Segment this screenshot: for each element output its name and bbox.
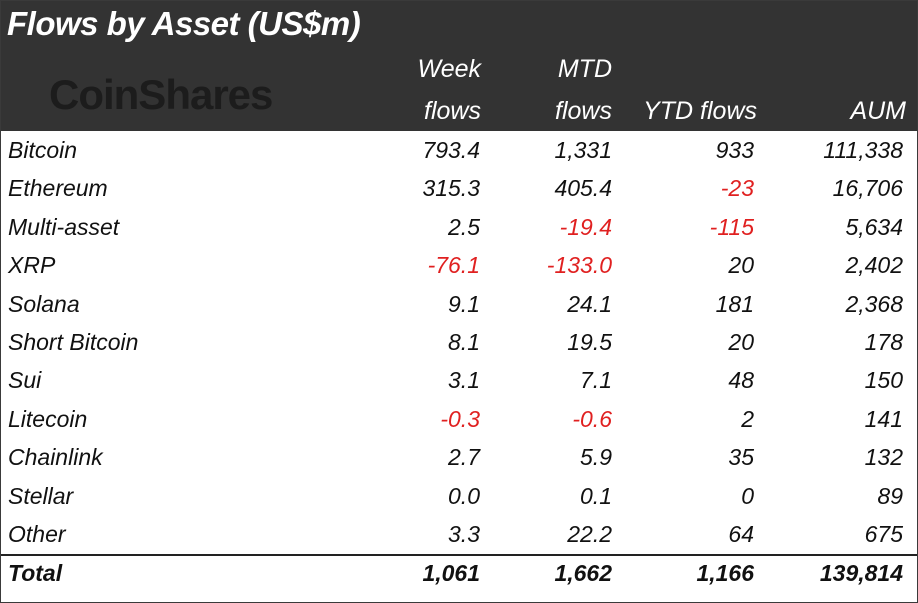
cell-week: 2.5 [448,213,480,240]
cell-week: -0.3 [440,405,480,432]
cell-week: 3.1 [448,367,480,394]
cell-aum: 89 [877,482,903,509]
cell-week: 793.4 [422,137,480,163]
cell-aum: 2,368 [845,290,903,317]
asset-name: Ethereum [8,175,108,202]
col-week-line2: flows [424,97,481,125]
cell-week: 0.0 [448,482,480,509]
cell-ytd: 48 [728,367,754,394]
logo-area: CoinShares [3,51,395,131]
cell-mtd: 7.1 [580,367,612,394]
table-row: Sui 3.1 7.1 48 150 [1,361,917,399]
table-row: Chainlink 2.7 5.9 35 132 [1,438,917,476]
cell-aum: 2,402 [845,252,903,279]
cell-ytd: -115 [709,213,754,240]
table-row: Solana 9.1 24.1 181 2,368 [1,285,917,323]
asset-name: Multi-asset [8,213,120,240]
cell-aum: 178 [864,329,903,355]
cell-ytd: 20 [728,329,754,355]
total-divider [1,554,917,556]
cell-mtd: 1,662 [554,560,612,586]
table-row: XRP -76.1 -133.0 20 2,402 [1,246,917,284]
cell-week: 315.3 [422,175,480,202]
cell-ytd: 0 [741,482,754,509]
table-row: Multi-asset 2.5 -19.4 -115 5,634 [1,208,917,246]
cell-mtd: 19.5 [567,329,612,355]
cell-mtd: 5.9 [580,444,612,471]
cell-week: 8.1 [448,329,480,355]
table-row: Ethereum 315.3 405.4 -23 16,706 [1,169,917,207]
asset-name: Total [8,560,63,586]
cell-mtd: -0.6 [572,405,612,432]
cell-aum: 16,706 [832,175,903,202]
cell-ytd: 35 [728,444,754,471]
asset-name: Bitcoin [8,137,78,163]
cell-aum: 132 [864,444,903,471]
cell-mtd: -19.4 [559,213,612,240]
cell-aum: 139,814 [819,560,903,586]
cell-aum: 5,634 [845,213,903,240]
asset-name: Solana [8,290,80,317]
asset-name: Sui [8,367,42,394]
cell-week: 9.1 [448,290,480,317]
asset-name: Chainlink [8,444,103,471]
cell-ytd: 1,166 [696,560,754,586]
cell-mtd: 24.1 [567,290,612,317]
cell-mtd: -133.0 [546,252,612,279]
table-row: Bitcoin 793.4 1,331 933 111,338 [1,131,917,169]
col-mtd-line2: flows [555,97,612,125]
cell-week: -76.1 [427,252,480,279]
cell-mtd: 22.2 [567,521,612,547]
table-row: Short Bitcoin 8.1 19.5 20 178 [1,323,917,361]
cell-ytd: -23 [720,175,754,202]
cell-aum: 150 [864,367,903,394]
total-row: Total 1,061 1,662 1,166 139,814 [1,554,917,592]
cell-aum: 675 [864,521,903,547]
col-aum: AUM [850,97,906,125]
cell-week: 2.7 [448,444,480,471]
table-row: Other 3.3 22.2 64 675 [1,515,917,553]
table-row: Litecoin -0.3 -0.6 2 141 [1,400,917,438]
coinshares-logo: CoinShares [49,71,273,118]
cell-aum: 141 [864,405,903,432]
asset-name: Short Bitcoin [8,329,139,355]
asset-name: XRP [8,252,56,279]
cell-ytd: 64 [728,521,754,547]
cell-week: 3.3 [448,521,480,547]
cell-ytd: 2 [741,405,754,432]
cell-aum: 111,338 [823,137,903,163]
table-row: Stellar 0.0 0.1 0 89 [1,477,917,515]
cell-mtd: 1,331 [554,137,612,163]
cell-mtd: 0.1 [580,482,612,509]
cell-ytd: 20 [728,252,754,279]
asset-name: Stellar [8,482,74,509]
table-title: Flows by Asset (US$m) [7,5,361,42]
cell-ytd: 181 [715,290,754,317]
cell-mtd: 405.4 [554,175,612,202]
col-mtd-line1: MTD [557,55,612,83]
asset-name: Other [8,521,66,547]
cell-week: 1,061 [422,560,480,586]
cell-ytd: 933 [715,137,754,163]
col-ytd: YTD flows [643,97,757,125]
asset-name: Litecoin [8,405,88,432]
table-header: Flows by Asset (US$m) CoinShares Week fl… [1,1,917,131]
col-week-line1: Week [417,55,481,83]
